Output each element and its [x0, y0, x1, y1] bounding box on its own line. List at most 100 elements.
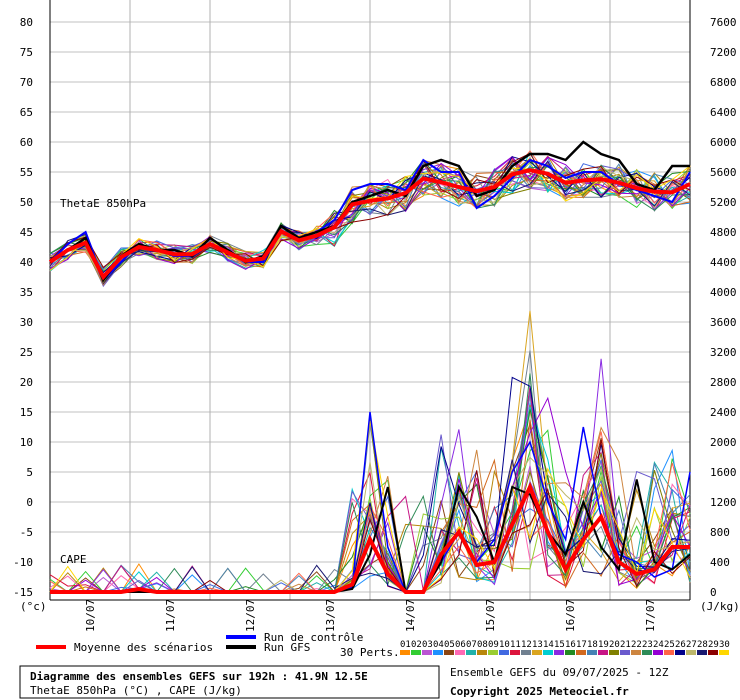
right-tick-label: 2000 [710, 436, 737, 449]
cape-mean-line [50, 481, 690, 594]
pert-number: 15 [554, 640, 565, 650]
pert-swatch [576, 650, 586, 655]
pert-swatch [697, 650, 707, 655]
pert-number: 24 [653, 640, 664, 650]
pert-swatch [675, 650, 685, 655]
x-tick-label: 10/07 [84, 599, 97, 632]
pert-swatch [708, 650, 718, 655]
pert-number: 26 [675, 640, 686, 650]
pert-swatch [631, 650, 641, 655]
right-tick-label: 6800 [710, 76, 737, 89]
right-tick-label: 5200 [710, 196, 737, 209]
right-tick-label: 400 [710, 556, 730, 569]
pert-swatch [521, 650, 531, 655]
pert-number: 07 [466, 640, 477, 650]
left-tick-label: 35 [20, 286, 33, 299]
footer-title: Diagramme des ensembles GEFS sur 192h : … [30, 670, 368, 683]
footer-title-box [19, 665, 440, 699]
left-tick-label: 55 [20, 166, 33, 179]
left-tick-label: 10 [20, 436, 33, 449]
pert-number: 08 [477, 640, 488, 650]
pert-number: 10 [499, 640, 510, 650]
left-tick-label: -10 [13, 556, 33, 569]
pert-number: 27 [686, 640, 697, 650]
x-axis: 10/07 11/07 12/07 13/07 14/07 15/07 16/07 17/07 [84, 599, 657, 632]
left-tick-label: 5 [26, 466, 33, 479]
pert-number: 20 [609, 640, 620, 650]
pert-swatch [499, 650, 509, 655]
pert-number: 22 [631, 640, 642, 650]
legend-control-label: Run de contrôle [264, 631, 363, 644]
left-tick-label: -15 [13, 586, 33, 599]
right-tick-label: 1600 [710, 466, 737, 479]
theta-member-line [49, 165, 691, 277]
left-tick-label: 0 [26, 496, 33, 509]
left-tick-label: 70 [20, 76, 33, 89]
footer-subtitle: ThetaE 850hPa (°C) , CAPE (J/kg) [30, 684, 242, 697]
left-tick-label: 25 [20, 346, 33, 359]
pert-swatch [664, 650, 674, 655]
pert-swatch [510, 650, 520, 655]
right-tick-label: 2800 [710, 376, 737, 389]
right-tick-label: 3600 [710, 316, 737, 329]
pert-swatch [543, 650, 553, 655]
left-tick-label: 80 [20, 16, 33, 29]
pert-number: 13 [532, 640, 543, 650]
pert-swatch [444, 650, 454, 655]
pert-number: 04 [433, 640, 444, 650]
legend-mean-label: Moyenne des scénarios [74, 641, 213, 654]
pert-number: 03 [422, 640, 433, 650]
right-tick-label: 7600 [710, 16, 737, 29]
theta-member-line [49, 165, 691, 288]
cape-annotation: CAPE [60, 553, 87, 566]
theta-member-line [49, 165, 691, 284]
pert-swatch [400, 650, 410, 655]
x-tick-label: 14/07 [404, 599, 417, 632]
pert-swatch [565, 650, 575, 655]
right-tick-label: 4800 [710, 226, 737, 239]
pert-swatch [532, 650, 542, 655]
x-tick-label: 16/07 [564, 599, 577, 632]
pert-number: 01 [400, 640, 411, 650]
right-tick-label: 7200 [710, 46, 737, 59]
thetae-annotation: ThetaE 850hPa [60, 197, 146, 210]
pert-number: 16 [565, 640, 576, 650]
pert-swatch [653, 650, 663, 655]
pert-swatch [488, 650, 498, 655]
pert-number: 06 [455, 640, 466, 650]
pert-number: 12 [521, 640, 532, 650]
right-tick-label: 1200 [710, 496, 737, 509]
pert-swatch [642, 650, 652, 655]
footer-copyright: Copyright 2025 Meteociel.fr [450, 685, 629, 698]
pert-number: 23 [642, 640, 653, 650]
pert-legend: 01 02 03 04 05 06 07 08 09 10 11 12 13 14 15 16 17 18 19 20… [400, 640, 730, 655]
pert-swatch [620, 650, 630, 655]
pert-number: 09 [488, 640, 499, 650]
pert-number: 28 [697, 640, 708, 650]
pert-swatch [554, 650, 564, 655]
pert-number: 02 [411, 640, 422, 650]
pert-number: 18 [587, 640, 598, 650]
pert-number: 14 [543, 640, 554, 650]
right-axis-unit: (J/kg) [700, 600, 740, 613]
theta-member-line [49, 152, 691, 269]
pert-swatch [686, 650, 696, 655]
left-tick-label: 20 [20, 376, 33, 389]
pert-number: 17 [576, 640, 587, 650]
pert-swatch [411, 650, 421, 655]
x-tick-label: 12/07 [244, 599, 257, 632]
left-tick-label: 40 [20, 256, 33, 269]
grid [49, 0, 691, 601]
left-tick-label: 30 [20, 316, 33, 329]
left-axis-unit: (°c) [20, 600, 47, 613]
footer-run-info: Ensemble GEFS du 09/07/2025 - 12Z [450, 666, 669, 679]
pert-swatch [466, 650, 476, 655]
right-tick-label: 0 [710, 586, 717, 599]
left-tick-label: 45 [20, 226, 33, 239]
right-tick-label: 4000 [710, 286, 737, 299]
pert-number: 30 [719, 640, 730, 650]
pert-swatch [609, 650, 619, 655]
right-tick-label: 3200 [710, 346, 737, 359]
